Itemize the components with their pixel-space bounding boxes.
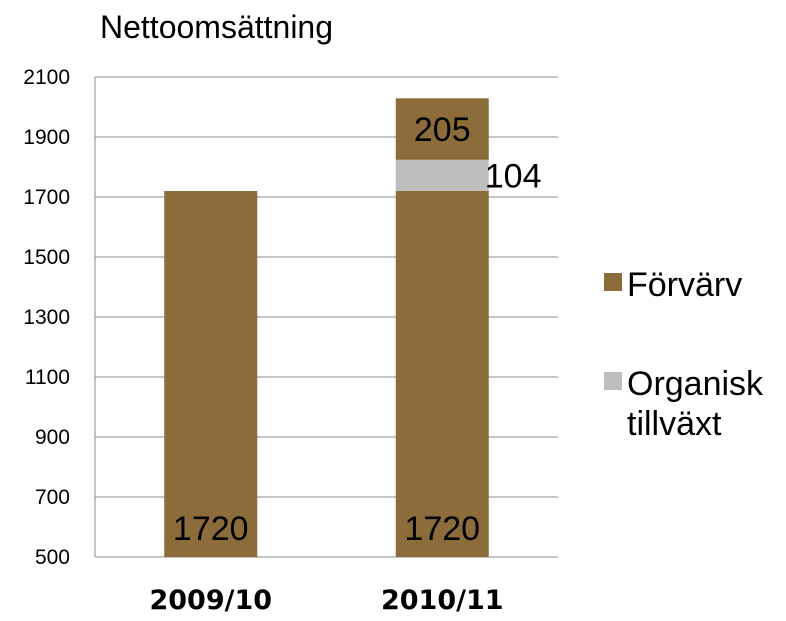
bar-segment xyxy=(395,191,489,557)
legend-label: tillväxt xyxy=(627,405,722,443)
bar-segment xyxy=(395,98,489,160)
x-axis-categories: 2009/10 2010/11 xyxy=(149,585,503,616)
data-label: 1720 xyxy=(173,510,249,548)
legend-swatch xyxy=(604,372,622,390)
legend-label: Förvärv xyxy=(627,266,742,304)
x-tick-label: 2010/11 xyxy=(381,585,504,616)
x-tick-label: 2009/10 xyxy=(149,585,272,616)
data-label: 104 xyxy=(485,157,542,195)
y-tick-label: 500 xyxy=(35,546,70,569)
legend-entry: Förvärv xyxy=(604,266,742,304)
y-tick-label: 700 xyxy=(35,486,70,509)
legend-swatch xyxy=(604,273,622,291)
bar-segment xyxy=(395,159,489,191)
data-labels: 1720 1720 104 205 xyxy=(173,111,542,548)
bar-segment xyxy=(164,191,258,557)
y-tick-label: 900 xyxy=(35,426,70,449)
y-axis-ticks: 500 700 900 1100 1300 1500 1700 1900 2100 xyxy=(23,66,70,569)
chart-title: Nettoomsättning xyxy=(100,9,333,45)
y-tick-label: 1700 xyxy=(23,186,70,209)
data-label: 205 xyxy=(414,111,471,149)
y-tick-label: 1900 xyxy=(23,126,70,149)
y-tick-label: 1100 xyxy=(25,366,70,389)
y-tick-label: 1500 xyxy=(23,246,70,269)
data-label: 1720 xyxy=(404,510,480,548)
y-tick-label: 1300 xyxy=(23,306,70,329)
y-tick-label: 2100 xyxy=(23,66,70,89)
bars xyxy=(164,98,489,557)
legend-label: Organisk xyxy=(627,365,764,403)
